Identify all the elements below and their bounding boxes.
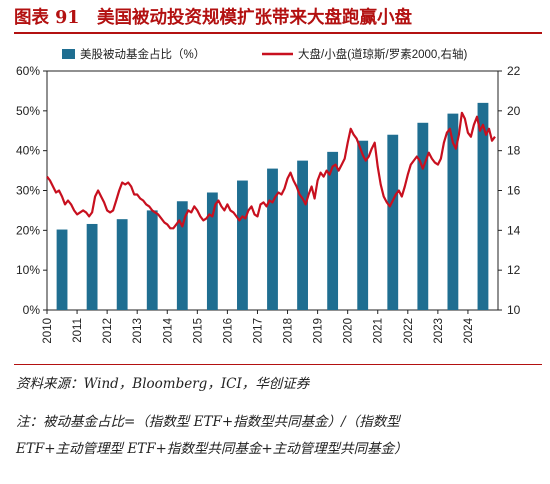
- right-axis-tick-label: 18: [507, 144, 521, 158]
- left-axis-tick-label: 50%: [16, 104, 40, 118]
- left-axis-tick-label: 30%: [16, 184, 40, 198]
- bar: [116, 219, 128, 310]
- left-axis-tick-label: 40%: [16, 144, 40, 158]
- bar: [206, 192, 218, 310]
- x-axis-tick-label: 2016: [222, 318, 234, 344]
- x-axis-tick-label: 2017: [252, 318, 264, 344]
- legend-label-bar: 美股被动基金占比（%）: [80, 47, 205, 61]
- chart-title: 图表 91 美国被动投资规模扩张带来大盘跑赢小盘: [14, 8, 412, 28]
- legend-swatch-bar: [62, 49, 75, 59]
- x-axis-tick-label: 2018: [283, 318, 295, 344]
- bar: [357, 140, 369, 310]
- x-axis-tick-label: 2013: [132, 318, 144, 344]
- x-axis-tick-label: 2015: [192, 318, 204, 344]
- bar: [447, 113, 459, 310]
- bar: [297, 160, 308, 310]
- x-axis-tick-label: 2019: [313, 318, 325, 344]
- left-axis-tick-label: 0%: [23, 303, 41, 317]
- footnote-line-2: ETF+主动管理型 ETF+指数型共同基金+主动管理型共同基金）: [16, 441, 408, 457]
- x-axis-tick-label: 2012: [102, 318, 114, 344]
- x-axis-tick-label: 2021: [373, 318, 385, 344]
- bar: [176, 201, 188, 310]
- right-axis-tick-label: 16: [507, 184, 521, 198]
- x-axis-tick-label: 2022: [403, 318, 415, 344]
- bar: [146, 210, 158, 310]
- x-axis-tick-label: 2010: [42, 318, 54, 344]
- title-underline: [14, 32, 542, 34]
- source-note: 资料来源：Wind，Bloomberg，ICI，华创证券: [16, 376, 310, 392]
- x-axis-tick-label: 2023: [433, 318, 445, 344]
- bar: [477, 102, 489, 310]
- right-axis-tick-label: 10: [507, 303, 521, 317]
- right-axis-tick-label: 12: [507, 263, 521, 277]
- chart-legend: 美股被动基金占比（%） 大盘/小盘(道琼斯/罗素2000,右轴): [62, 47, 467, 61]
- bar: [56, 229, 68, 310]
- x-axis-tick-label: 2024: [463, 317, 475, 343]
- bar-series: [56, 102, 489, 311]
- left-axis-tick-label: 10%: [16, 263, 40, 277]
- x-axis-tick-label: 2020: [343, 318, 355, 344]
- bar: [267, 168, 278, 310]
- right-axis-tick-label: 14: [507, 223, 521, 237]
- x-axis-tick-label: 2014: [162, 317, 174, 343]
- bar: [387, 134, 399, 310]
- bar: [237, 180, 248, 310]
- right-axis-tick-label: 20: [507, 104, 521, 118]
- bar: [86, 223, 98, 310]
- x-axis-tick-label: 2011: [72, 318, 84, 343]
- right-axis-tick-label: 22: [507, 64, 521, 78]
- left-axis-tick-label: 20%: [16, 223, 40, 237]
- footer-rule: [14, 364, 542, 365]
- bar: [417, 122, 429, 311]
- left-axis-tick-label: 60%: [16, 64, 40, 78]
- line-series-path: [46, 111, 496, 230]
- legend-label-line: 大盘/小盘(道琼斯/罗素2000,右轴): [298, 47, 467, 61]
- line-series: [46, 111, 496, 230]
- footnote-line-1: 注：被动基金占比=（指数型 ETF+指数型共同基金）/（指数型: [16, 414, 400, 430]
- bar: [327, 151, 339, 310]
